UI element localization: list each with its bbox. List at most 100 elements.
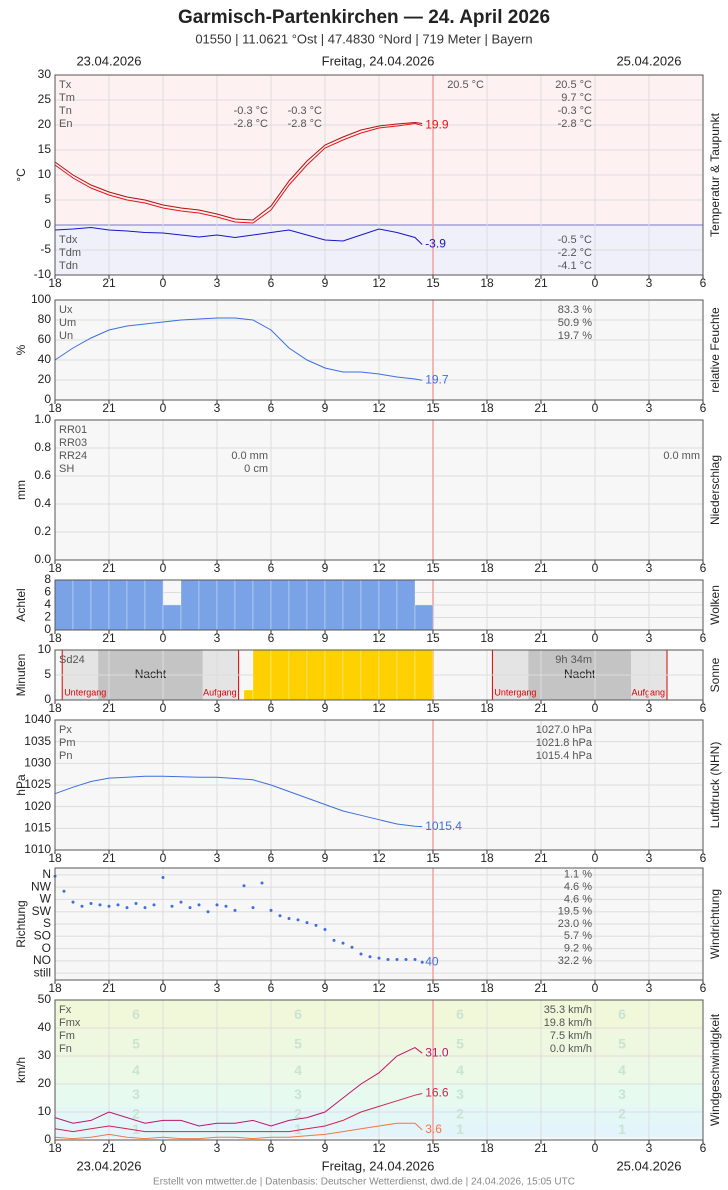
x-tick-label: 18 (480, 981, 494, 995)
x-tick-label: 18 (48, 561, 62, 575)
stat-label: Tm (59, 92, 75, 104)
point (413, 958, 417, 962)
note: 0.0 mm (231, 450, 268, 462)
point (287, 917, 291, 921)
x-tick-label: 0 (160, 276, 167, 290)
y-tick-label: 0.8 (34, 440, 51, 454)
y-tick-label: 80 (38, 312, 52, 326)
stat-value: 19.7 % (558, 330, 592, 342)
x-tick-label: 18 (48, 701, 62, 715)
y-tick-label: 1025 (24, 777, 51, 791)
bar (288, 579, 308, 631)
stat-value: 5.7 % (564, 930, 592, 942)
x-tick-label: 21 (534, 276, 548, 290)
y-axis-title: Richtung (14, 900, 28, 947)
x-tick-label: 3 (214, 401, 221, 415)
x-tick-label: 6 (268, 561, 275, 575)
x-tick-label: 3 (646, 561, 653, 575)
stat-label: RR01 (59, 424, 87, 436)
point (89, 902, 93, 906)
bar (378, 579, 398, 631)
stat-value: 50.9 % (558, 317, 592, 329)
x-tick-label: 0 (592, 561, 599, 575)
y-tick-label: 1020 (24, 799, 51, 813)
date-label: 23.04.2026 (76, 1158, 141, 1173)
data-line (54, 1047, 423, 1127)
date-label: 25.04.2026 (616, 53, 681, 68)
bar (216, 579, 236, 631)
stat-value: 32.2 % (558, 955, 592, 967)
y-axis-title: Minuten (14, 654, 28, 697)
x-tick-label: 0 (160, 1141, 167, 1155)
x-tick-label: 6 (268, 851, 275, 865)
end-value-label: 19.7 (425, 372, 449, 386)
x-tick-label: 6 (268, 1141, 275, 1155)
stat-label: Fx (59, 1004, 72, 1016)
point (341, 941, 345, 945)
data-line (54, 122, 423, 224)
bar (342, 579, 362, 631)
bar (252, 579, 272, 631)
stat-value: 9.7 °C (561, 92, 592, 104)
bar (126, 579, 146, 631)
x-tick-label: 0 (592, 276, 599, 290)
point (80, 904, 84, 908)
point (332, 938, 336, 942)
night-label: Nacht (564, 667, 596, 681)
y-tick-label: NO (33, 953, 51, 967)
x-tick-label: 12 (372, 851, 386, 865)
stat-label: Tdm (59, 247, 81, 259)
y-tick-label: still (34, 965, 51, 979)
point (296, 918, 300, 922)
x-tick-label: 21 (102, 276, 116, 290)
footer: Erstellt von mtwetter.de | Datenbasis: D… (153, 1177, 575, 1188)
x-tick-label: 21 (102, 701, 116, 715)
beaufort-label: 4 (618, 1062, 626, 1078)
x-tick-label: 0 (592, 1141, 599, 1155)
bar (90, 579, 110, 631)
note: -0.3 °C (288, 105, 322, 117)
point (98, 903, 102, 907)
x-tick-label: 18 (48, 981, 62, 995)
x-tick-label: 9 (322, 276, 329, 290)
beaufort-label: 5 (618, 1036, 626, 1052)
point (197, 903, 201, 907)
stat-value: 1015.4 hPa (536, 750, 593, 762)
beaufort-label: 6 (456, 1006, 464, 1022)
data-line (54, 1093, 423, 1133)
y-tick-label: 2 (44, 610, 51, 624)
x-tick-label: 21 (534, 561, 548, 575)
point (206, 910, 210, 914)
x-tick-label: 15 (426, 561, 440, 575)
beaufort-label: 2 (294, 1106, 302, 1122)
x-tick-label: 15 (426, 701, 440, 715)
note: -0.3 °C (234, 105, 268, 117)
beaufort-label: 5 (132, 1036, 140, 1052)
plot-frame (54, 999, 704, 1141)
beaufort-label: 1 (294, 1121, 302, 1137)
end-value-label: 31.0 (425, 1045, 449, 1059)
x-tick-label: 6 (700, 701, 707, 715)
x-tick-label: 6 (268, 701, 275, 715)
night-label: Nacht (135, 667, 167, 681)
x-tick-label: 18 (48, 851, 62, 865)
y-tick-label: O (42, 941, 51, 955)
x-tick-label: 18 (480, 1141, 494, 1155)
x-tick-label: 12 (372, 1141, 386, 1155)
x-tick-label: 3 (646, 631, 653, 645)
point (305, 921, 309, 925)
beaufort-label: 5 (294, 1036, 302, 1052)
point (179, 900, 183, 904)
x-tick-label: 0 (160, 401, 167, 415)
plot-frame (54, 649, 704, 701)
x-tick-label: 12 (372, 701, 386, 715)
stat-value: 4.6 % (564, 881, 592, 893)
point (395, 958, 399, 962)
x-tick-label: 3 (646, 1141, 653, 1155)
bar (342, 649, 362, 701)
x-tick-label: 18 (48, 631, 62, 645)
y-tick-label: 0 (44, 1132, 51, 1146)
y-tick-label: 20 (38, 117, 52, 131)
x-tick-label: 18 (480, 701, 494, 715)
point (62, 889, 66, 893)
